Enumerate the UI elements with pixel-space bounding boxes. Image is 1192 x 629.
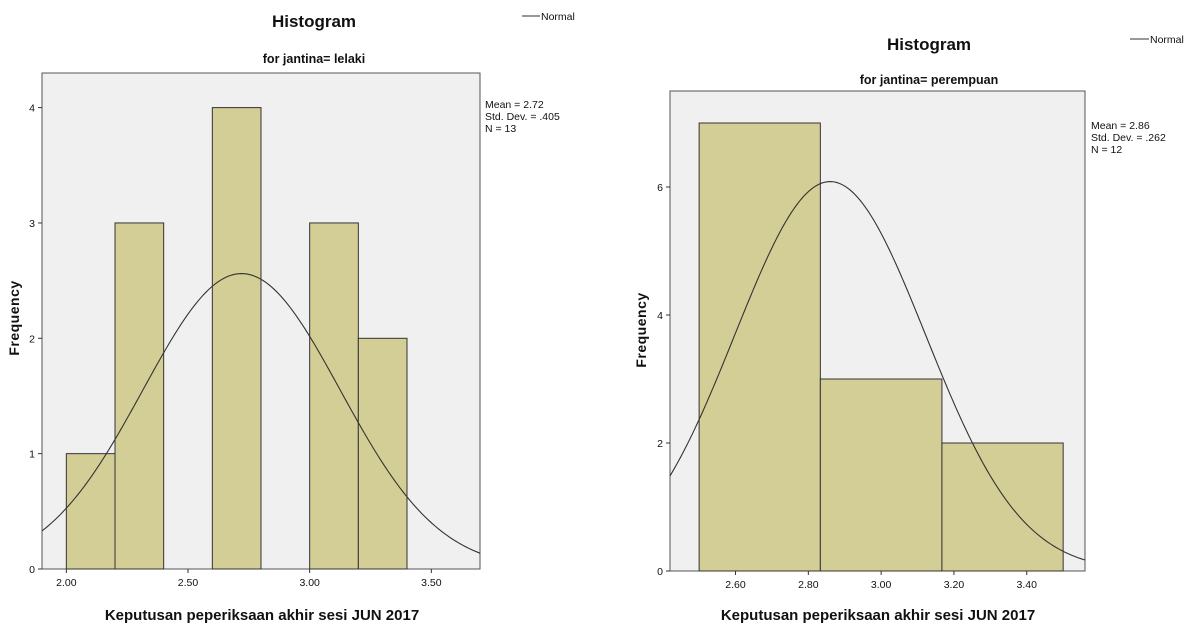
x-tick-label: 3.00: [299, 577, 320, 589]
x-tick-label: 3.00: [871, 579, 892, 591]
histogram-bar: [941, 442, 1064, 572]
y-tick-label: 1: [29, 449, 35, 461]
x-axis-label: Keputusan peperiksaan akhir sesi JUN 201…: [105, 607, 419, 624]
plot-area: 2.60 2.80 3.00 3.20 3.40 0 2 4 6: [657, 90, 1086, 591]
x-tick-label: 3.20: [944, 579, 965, 591]
histogram-bar: [211, 107, 262, 570]
stat-n: N = 12: [1091, 144, 1122, 156]
stat-mean: Mean = 2.86: [1091, 120, 1150, 132]
y-tick-label: 0: [657, 566, 663, 578]
normal-curve: [669, 181, 1086, 561]
y-tick-label: 2: [657, 438, 663, 450]
x-tick-label: 2.80: [798, 579, 819, 591]
plot-area: 2.00 2.50 3.00 3.50 0 1 2 3 4: [29, 72, 481, 589]
chart-subtitle: for jantina= perempuan: [860, 73, 999, 87]
legend-label: Normal: [1150, 34, 1184, 46]
x-tick-label: 3.50: [421, 577, 442, 589]
x-axis-label: Keputusan peperiksaan akhir sesi JUN 201…: [721, 607, 1035, 624]
normal-curve: [41, 273, 481, 554]
stat-sd: Std. Dev. = .262: [1091, 132, 1166, 144]
histogram-lelaki: Histogram for jantina= lelaki Normal Mea…: [6, 11, 575, 624]
chart-title: Histogram: [272, 12, 356, 31]
x-tick-label: 2.60: [725, 579, 746, 591]
histogram-bar: [819, 378, 943, 572]
x-tick-label: 3.40: [1017, 579, 1038, 591]
histogram-bar: [357, 337, 408, 570]
stat-n: N = 13: [485, 123, 516, 135]
y-tick-label: 6: [657, 182, 663, 194]
histogram-perempuan: Histogram for jantina= perempuan Normal …: [633, 34, 1184, 624]
y-tick-label: 0: [29, 564, 35, 576]
y-tick-label: 4: [657, 310, 663, 322]
chart-title: Histogram: [887, 35, 971, 54]
y-tick-label: 3: [29, 218, 35, 230]
y-axis-label: Frequency: [633, 292, 649, 367]
histogram-bar: [698, 122, 821, 572]
y-tick-label: 2: [29, 333, 35, 345]
stat-sd: Std. Dev. = .405: [485, 111, 560, 123]
histogram-bar: [65, 453, 116, 570]
x-tick-label: 2.50: [178, 577, 199, 589]
histogram-bar: [309, 222, 359, 570]
y-axis-label: Frequency: [6, 280, 22, 355]
y-tick-label: 4: [29, 103, 35, 115]
legend-label: Normal: [541, 11, 575, 23]
stat-mean: Mean = 2.72: [485, 99, 544, 111]
chart-subtitle: for jantina= lelaki: [263, 52, 365, 66]
x-tick-label: 2.00: [56, 577, 77, 589]
